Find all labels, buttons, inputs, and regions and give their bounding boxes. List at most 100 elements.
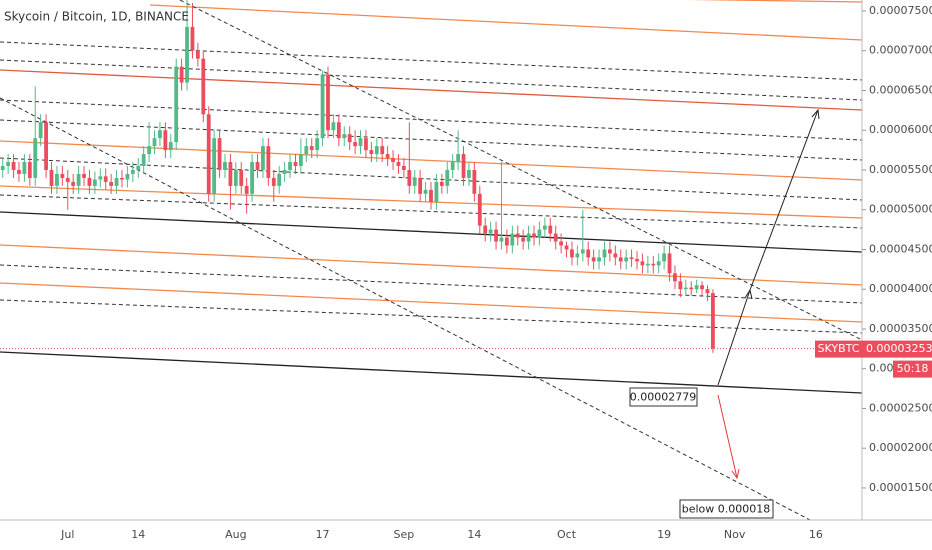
y-tick-label: 0.00006500 (869, 83, 932, 96)
channel-line (0, 69, 863, 111)
channel-line (0, 244, 863, 286)
candle-body (423, 189, 428, 194)
annotation-box (679, 499, 774, 519)
candle-body (564, 245, 569, 250)
candle-body (55, 173, 59, 186)
candle-body (309, 146, 314, 151)
candle-body (6, 162, 11, 166)
candle-body (261, 146, 265, 170)
candle-body (667, 253, 672, 274)
candle-body (250, 162, 254, 194)
candle-body (195, 50, 200, 59)
candle-body (656, 261, 661, 266)
y-tick-label: 0.00005500 (869, 163, 932, 176)
x-tick-label: Nov (724, 528, 746, 541)
dashed-line (0, 119, 863, 161)
candle-body (158, 130, 162, 139)
channel-line (0, 211, 863, 253)
candle-body (472, 169, 477, 194)
arrow (749, 109, 819, 291)
candle-body (326, 74, 330, 131)
arrow-head (731, 468, 740, 480)
channel-line (0, 351, 863, 394)
candle-body (483, 225, 488, 234)
annotation: below 0.000018 (682, 503, 771, 516)
chart-title: Skycoin / Bitcoin, 1D, BINANCE (4, 10, 189, 24)
y-tick-label: 0.00004500 (869, 242, 932, 255)
candle-body (201, 58, 206, 115)
candle-body (185, 26, 189, 83)
candle-body (233, 169, 238, 186)
candle-body (244, 185, 249, 194)
x-tick-label: Oct (557, 528, 577, 541)
x-tick-label: 16 (809, 528, 823, 541)
candle-body (87, 177, 92, 186)
candle-body (673, 273, 677, 282)
candle-body (266, 146, 271, 178)
candle-body (206, 114, 211, 194)
candle-body (336, 122, 341, 139)
y-tick-label: 0.00003500 (869, 322, 932, 335)
candle-body (711, 293, 715, 349)
candle-body (678, 281, 683, 290)
symbol-tag (815, 340, 862, 358)
dashed-line (0, 299, 863, 334)
arrow (717, 394, 738, 479)
candle-body (11, 162, 16, 170)
y-tick-label: 0.00005000 (869, 203, 932, 216)
candle-body (0, 165, 5, 170)
y-tick-label: 0.00007000 (869, 44, 932, 57)
candle-body (700, 285, 704, 290)
channel-line (149, 4, 863, 41)
candle-body (239, 169, 244, 186)
candle-body (537, 229, 542, 238)
candle-body (412, 177, 417, 186)
candle-body (22, 162, 27, 174)
candle-body (591, 257, 596, 262)
candle-body (613, 253, 618, 258)
candle-body (315, 138, 320, 151)
annotation: 0.00002779 (630, 391, 696, 404)
candle-body (71, 181, 76, 186)
candle-body (385, 154, 390, 159)
candle-body (293, 162, 298, 166)
candle-body (364, 138, 368, 151)
candle-body (76, 173, 81, 186)
dashed-line (0, 264, 863, 304)
countdown-tag (893, 360, 932, 378)
x-tick-label: 17 (316, 528, 330, 541)
candle-body (521, 237, 526, 242)
candle-body (694, 285, 699, 290)
candle-body (347, 134, 352, 143)
candle-body (467, 169, 471, 178)
candle-body (228, 162, 233, 186)
candle-body (429, 189, 433, 202)
x-tick-label: Aug (225, 528, 246, 541)
dashed-line (0, 99, 863, 141)
candle-body (27, 162, 32, 178)
x-tick-label: 14 (131, 528, 145, 541)
candle-body (109, 181, 114, 186)
candle-body (407, 169, 412, 186)
candle-body (570, 249, 574, 258)
candle-body (282, 169, 287, 174)
candle-body (575, 253, 580, 258)
candle-body (396, 162, 401, 166)
candle-body (494, 229, 498, 242)
candle-body (445, 169, 450, 186)
candle-body (401, 165, 406, 170)
y-tick-label: 0.00002500 (869, 401, 932, 414)
candle-body (488, 229, 493, 234)
candle-body (662, 253, 667, 262)
candle-body (304, 146, 309, 155)
candle-body (49, 169, 54, 186)
candle-body (114, 177, 119, 186)
candle-body (136, 165, 141, 170)
candle-body (559, 241, 564, 246)
candles (0, 0, 715, 353)
candle-body (17, 169, 21, 174)
candle-body (532, 233, 536, 238)
candle-body (271, 177, 276, 186)
candle-body (65, 177, 70, 182)
